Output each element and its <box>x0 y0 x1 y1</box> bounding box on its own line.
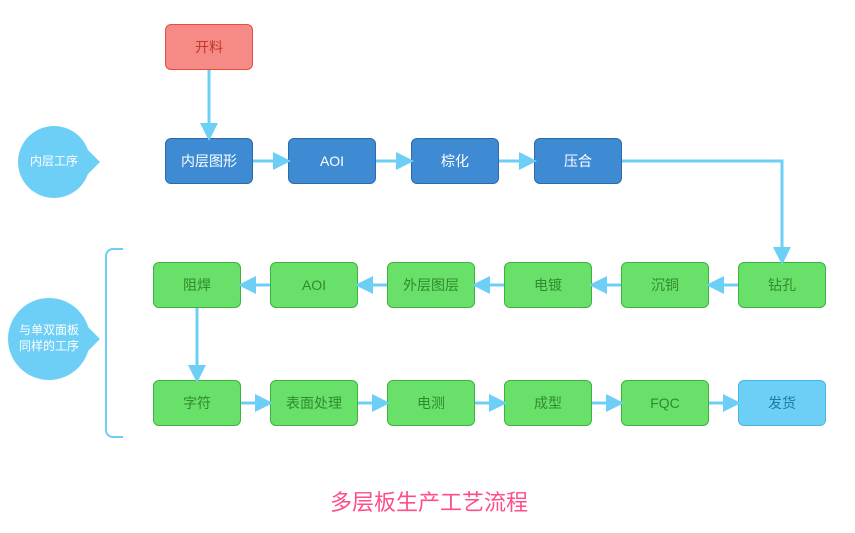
n-zuanhan: 钻孔 <box>738 262 826 308</box>
diagram-title: 多层板生产工艺流程 <box>330 485 528 517</box>
n-fqc: FQC <box>621 380 709 426</box>
n-diance: 电测 <box>387 380 475 426</box>
arrow <box>622 161 782 262</box>
drop-same: 与单双面板 同样的工序 <box>8 298 90 380</box>
n-aoi2: AOI <box>270 262 358 308</box>
n-biaomian: 表面处理 <box>270 380 358 426</box>
drop-inner: 内层工序 <box>18 126 90 198</box>
n-neiceng: 内层图形 <box>165 138 253 184</box>
n-zuhan: 阻焊 <box>153 262 241 308</box>
group-brace <box>105 248 123 438</box>
n-zonghua: 棕化 <box>411 138 499 184</box>
n-chengxing: 成型 <box>504 380 592 426</box>
n-yahe: 压合 <box>534 138 622 184</box>
n-aoi1: AOI <box>288 138 376 184</box>
n-zifu: 字符 <box>153 380 241 426</box>
n-fahuo: 发货 <box>738 380 826 426</box>
n-kailiao: 开料 <box>165 24 253 70</box>
n-chentong: 沉铜 <box>621 262 709 308</box>
n-waiceng: 外层图层 <box>387 262 475 308</box>
n-diandu: 电镀 <box>504 262 592 308</box>
